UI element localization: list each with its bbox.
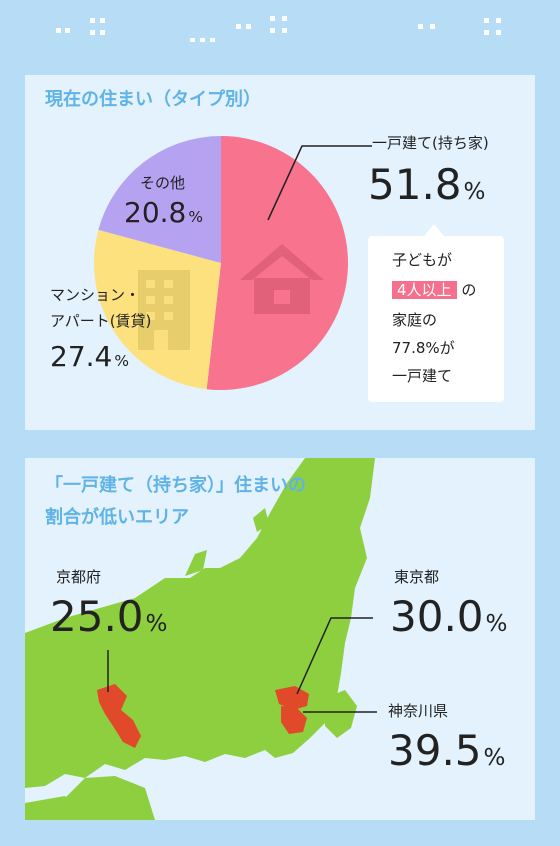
skyline-decoration: [0, 0, 560, 60]
house-slice-value: 51.8%: [368, 160, 486, 209]
japan-map: [25, 458, 377, 820]
map-section-title-line2: 割合が低いエリア: [45, 507, 189, 528]
house-slice-label: 一戸建て(持ち家): [372, 134, 489, 152]
callout-line2: 4人以上 の: [392, 280, 476, 300]
apartment-slice-label-line2: アパート(賃貸): [50, 312, 152, 330]
pie-slice-house: [206, 136, 348, 391]
house-leader-line: [267, 145, 372, 221]
tokyo-value: 30.0%: [390, 592, 508, 641]
apartment-slice-value: 27.4%: [50, 340, 129, 373]
other-slice-value: 20.8%: [124, 196, 203, 229]
tokyo-label: 東京都: [394, 568, 440, 586]
callout-line4: 77.8%が: [392, 339, 455, 357]
callout-line5: 一戸建て: [392, 367, 453, 385]
map-section-title-line1: 「一戸建て（持ち家）」住まいの: [45, 475, 306, 496]
map-land-noto: [185, 550, 207, 576]
map-land-peninsula: [55, 776, 155, 820]
low-ownership-map-panel: [25, 458, 535, 820]
map-tokyo: [275, 686, 309, 710]
map-kanagawa: [281, 706, 307, 734]
map-land-chiba: [325, 690, 357, 738]
kanagawa-value: 39.5%: [388, 726, 506, 775]
callout-line1: 子どもが: [392, 251, 453, 269]
kyoto-label: 京都府: [56, 568, 102, 586]
large-family-callout: 子どもが 4人以上 の 家庭の 77.8%が 一戸建て: [368, 236, 504, 402]
kyoto-value: 25.0%: [50, 592, 168, 641]
map-land-shikoku: [25, 796, 85, 820]
map-kyoto: [97, 684, 141, 748]
pie-slice-other: [98, 136, 221, 263]
callout-line3: 家庭の: [392, 311, 438, 329]
kanagawa-label: 神奈川県: [388, 702, 449, 720]
other-slice-label: その他: [140, 174, 186, 192]
map-land-sado: [253, 508, 269, 532]
callout-badge: 4人以上: [392, 281, 457, 299]
tokyo-leader-line: [296, 617, 373, 695]
pie-section-title: 現在の住まい（タイプ別）: [45, 89, 261, 110]
apartment-slice-label-line1: マンション・: [50, 286, 141, 304]
